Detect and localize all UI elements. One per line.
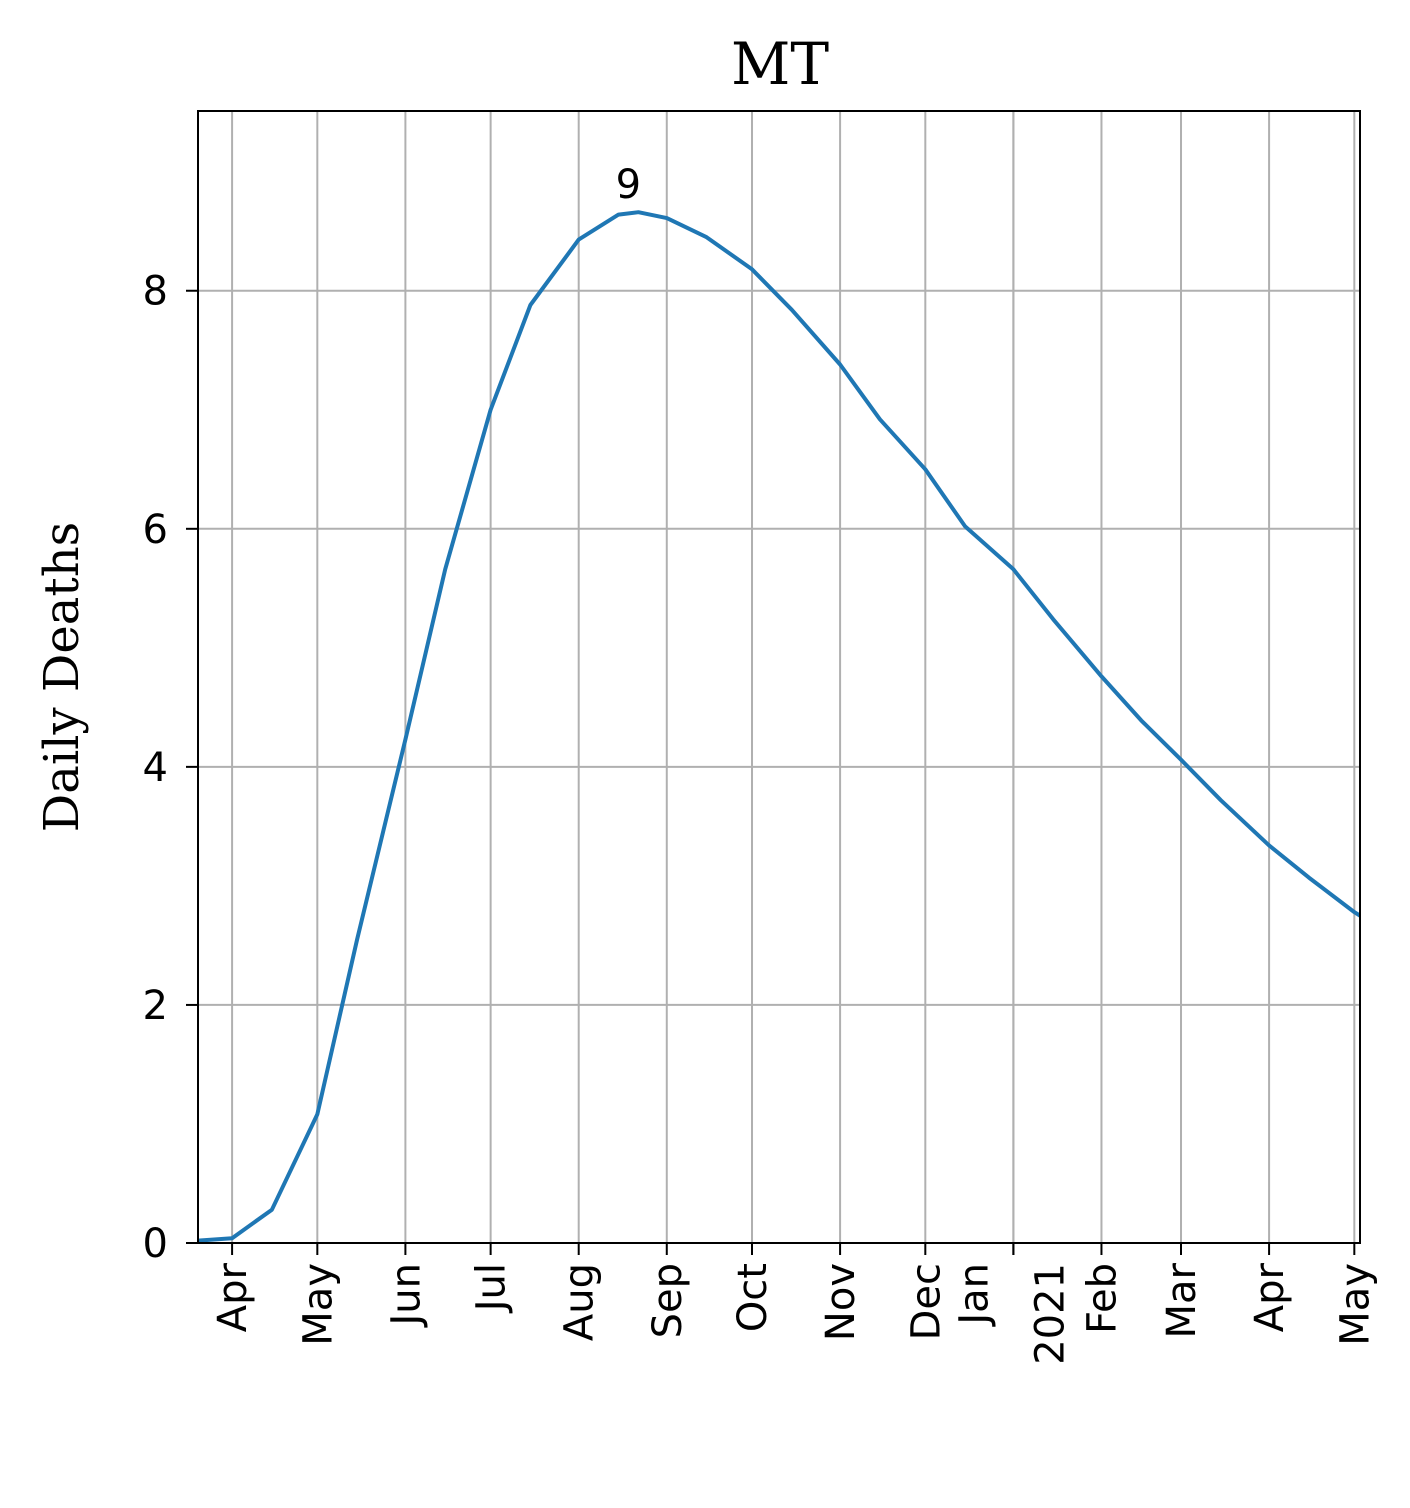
x-tick-label: Apr [1247,1262,1293,1332]
x-tick-label: Oct [730,1263,776,1332]
y-tick-label: 0 [143,1221,168,1267]
x-tick-label: Jun [383,1263,429,1329]
plot-frame [197,110,1361,1244]
x-tick-label: May [1332,1263,1378,1346]
x-tick-label: 2021 [1027,1263,1073,1365]
y-tick-label: 2 [143,983,168,1029]
x-tick-label: Feb [1079,1263,1125,1334]
x-tick-label: Jul [469,1263,515,1314]
chart-title: MT [731,30,829,98]
y-axis-label: Daily Deaths [34,522,90,833]
x-tick-label: Sep [645,1263,691,1338]
x-tick-label: Nov [818,1263,864,1341]
x-tick-label: Jan [951,1263,997,1328]
y-tick-label: 4 [143,745,168,791]
x-tick-label: Apr [210,1262,256,1332]
annotation: 9 [616,162,641,208]
x-tick-label: Dec [903,1263,949,1340]
x-tick-label: Mar [1159,1262,1205,1338]
line [197,210,1362,1243]
y-tick-label: 8 [143,269,168,315]
x-tick-label: Aug [557,1263,603,1341]
y-tick-label: 6 [143,507,168,553]
x-tick-label: May [295,1263,341,1346]
